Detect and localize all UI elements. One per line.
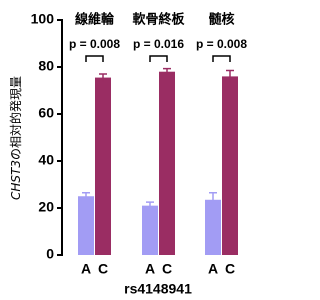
y-axis-label: CHST3の相対的発現量 (8, 76, 23, 200)
x-axis-label: rs4148941 (124, 281, 192, 297)
x-tick-label: C (225, 261, 235, 277)
y-tick-label: 60 (38, 105, 54, 121)
error-bar (82, 191, 90, 200)
significance-bracket (85, 55, 104, 62)
y-label-rest: の相対的発現量 (8, 76, 23, 160)
error-bar (163, 67, 171, 75)
group-label: 軟骨終板 (132, 12, 185, 28)
p-value-label: p = 0.016 (133, 37, 184, 51)
group-label: 髄核 (208, 12, 234, 28)
bar (222, 76, 238, 256)
bar (142, 205, 158, 255)
error-bar (226, 69, 234, 83)
p-value-label: p = 0.008 (196, 37, 247, 51)
y-tick-label: 100 (31, 11, 55, 27)
error-bar (209, 191, 217, 207)
group-label: 線維輪 (75, 12, 115, 28)
error-bar (99, 73, 107, 82)
y-tick-label: 0 (46, 246, 54, 262)
bar (95, 77, 111, 255)
x-tick-label: C (98, 261, 108, 277)
bar (78, 196, 94, 255)
p-value-label: p = 0.008 (69, 37, 120, 51)
x-tick-label: A (81, 261, 91, 277)
bar (159, 71, 175, 255)
x-tick-label: A (145, 261, 155, 277)
chart: CHST3の相対的発現量 rs4148941 0 20 40 60 80 100 線維輪 p … (8, 11, 248, 297)
significance-bracket (212, 55, 231, 62)
y-label-gene: CHST3 (9, 160, 23, 200)
bar (205, 199, 221, 255)
y-tick-label: 20 (38, 199, 54, 215)
y-tick-label: 80 (38, 58, 54, 74)
error-bar (146, 201, 154, 210)
x-tick-label: C (162, 261, 172, 277)
y-tick-label: 40 (38, 152, 54, 168)
x-tick-label: A (208, 261, 218, 277)
significance-bracket (149, 55, 168, 62)
